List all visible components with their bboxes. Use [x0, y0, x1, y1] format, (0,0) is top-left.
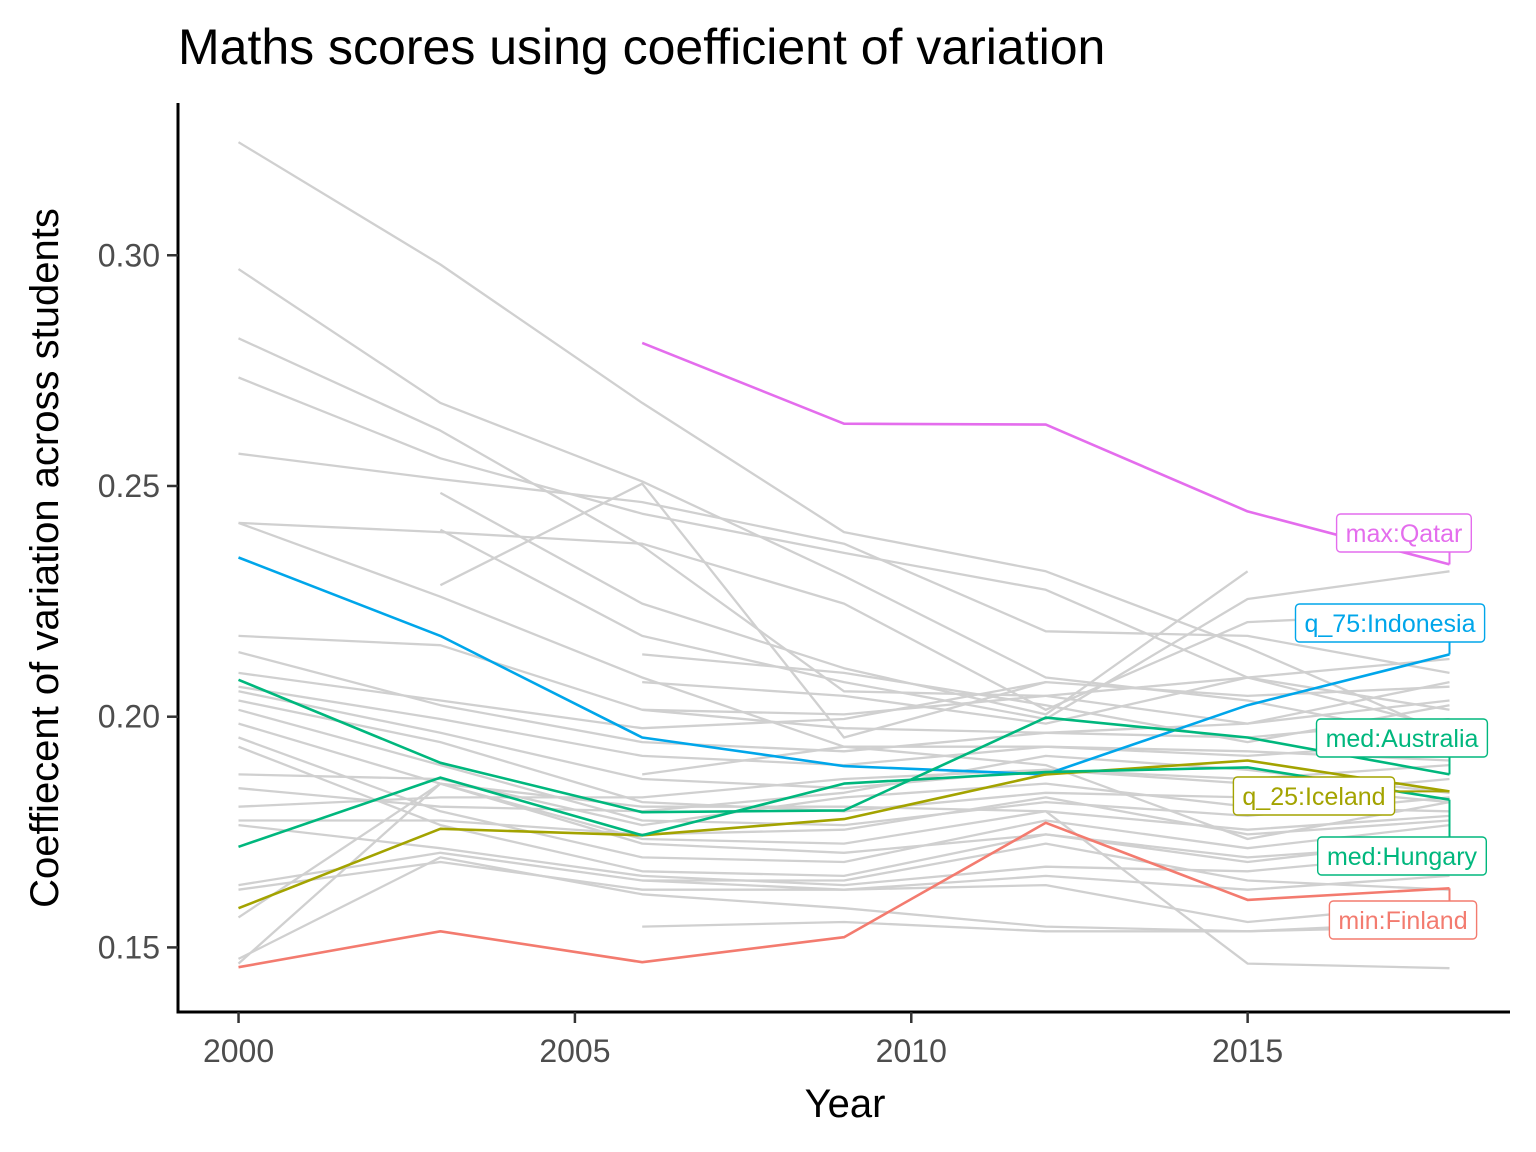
x-tick-label: 2000 — [203, 1033, 274, 1069]
series-line-min-finland — [238, 821, 1450, 969]
series-label-min-finland: min:Finland — [1328, 888, 1478, 940]
background-series-line-10 — [238, 671, 1450, 730]
background-series-line-12 — [238, 690, 1450, 790]
x-axis-title: Year — [805, 1082, 886, 1126]
series-label-text-q-25-iceland: q_25:Iceland — [1242, 783, 1385, 811]
series-label-text-min-finland: min:Finland — [1338, 907, 1467, 935]
background-series-line-16 — [238, 736, 1450, 864]
background-series-line-27 — [237, 782, 1450, 970]
background-series-line-36 — [642, 708, 1450, 739]
series-label-q-75-indonesia: q_75:Indonesia — [1294, 603, 1486, 655]
chart-title: Maths scores using coefficient of variat… — [178, 19, 1105, 75]
y-tick-label: 0.20 — [98, 699, 160, 735]
background-series-line-19 — [238, 754, 1450, 813]
series-line-max-qatar — [641, 341, 1450, 566]
background-series-line-33 — [642, 920, 1450, 933]
series-label-med-hungary: med:Hungary — [1316, 799, 1487, 876]
y-tick-label: 0.15 — [98, 929, 160, 965]
background-series-line-29 — [439, 528, 1450, 721]
background-series-line-1 — [237, 141, 1450, 737]
series-label-max-qatar: max:Qatar — [1335, 513, 1472, 565]
series-line-med-australia — [238, 678, 1450, 814]
series-label-text-med-australia: med:Australia — [1326, 725, 1479, 753]
series-label-med-australia: med:Australia — [1315, 718, 1489, 775]
series-label-box-med-australia — [1315, 718, 1489, 758]
x-axis-ticks: 2000 2005 2010 2015 — [203, 1012, 1283, 1069]
background-series-line-22 — [238, 823, 1450, 887]
background-series-line-26 — [237, 856, 1450, 960]
background-series-line-9 — [238, 650, 1450, 753]
series-line-med-hungary — [238, 766, 1450, 849]
series-line-q-75-indonesia — [238, 556, 1450, 776]
series-label-text-med-hungary: med:Hungary — [1327, 843, 1478, 871]
plot-area: max:Qatar q_75:Indonesia med:Australia q_25… — [237, 141, 1489, 970]
series-label-box-min-finland — [1328, 900, 1478, 940]
x-tick-label: 2005 — [539, 1033, 610, 1069]
background-series-line-21 — [238, 796, 1450, 836]
series-label-layer: max:Qatar q_75:Indonesia med:Australia q_25… — [1232, 513, 1489, 940]
background-series-line-2 — [237, 268, 1450, 741]
x-tick-label: 2010 — [876, 1033, 947, 1069]
y-axis-title: Coeffiecent of variation across students — [23, 208, 67, 908]
highlight-series-layer — [238, 341, 1450, 969]
series-label-box-q-25-iceland — [1232, 776, 1396, 816]
background-series-line-34 — [642, 842, 1450, 891]
background-series-line-24 — [238, 860, 1450, 924]
x-tick-label: 2015 — [1212, 1033, 1283, 1069]
series-label-text-max-qatar: max:Qatar — [1346, 520, 1463, 548]
background-series-line-17 — [238, 745, 1450, 878]
background-series-line-31 — [642, 653, 1450, 744]
series-label-box-med-hungary — [1316, 836, 1487, 876]
series-label-text-q-75-indonesia: q_75:Indonesia — [1305, 610, 1476, 638]
y-tick-label: 0.30 — [98, 237, 160, 273]
background-series-line-5 — [238, 452, 1450, 675]
series-label-q-25-iceland: q_25:Iceland — [1232, 776, 1450, 816]
background-series-line-8 — [238, 634, 1450, 716]
series-label-box-max-qatar — [1335, 513, 1472, 553]
y-tick-label: 0.25 — [98, 468, 160, 504]
background-series-layer — [237, 141, 1450, 970]
background-series-line-28 — [439, 491, 1249, 716]
series-line-q-25-iceland — [238, 759, 1450, 910]
background-series-line-14 — [238, 708, 1450, 827]
series-label-box-q-75-indonesia — [1294, 603, 1486, 643]
y-axis-ticks: 0.15 0.20 0.25 0.30 — [98, 237, 178, 965]
background-series-line-6 — [238, 521, 1450, 711]
